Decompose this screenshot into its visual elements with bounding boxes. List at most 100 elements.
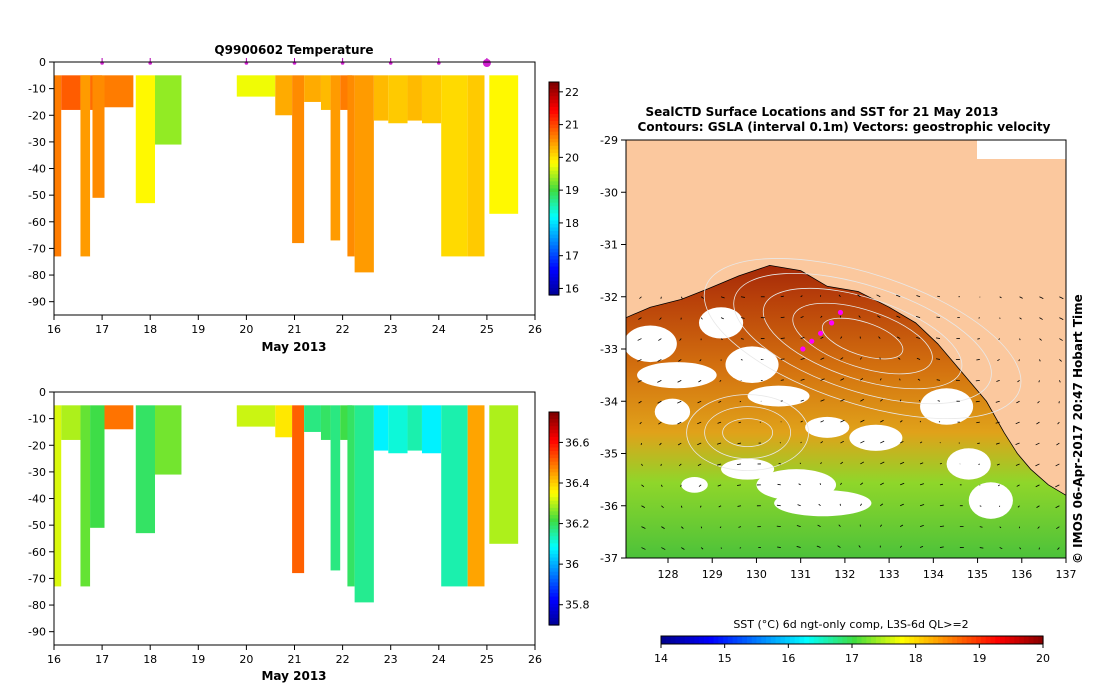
colorbar-tick-label: 16	[781, 652, 795, 665]
x-tick-label: 17	[95, 323, 109, 336]
colorbar-segment	[933, 636, 939, 644]
colorbar-segment	[703, 636, 710, 644]
velocity-vector	[1017, 505, 1020, 508]
velocity-vector	[997, 359, 1000, 361]
velocity-vector	[800, 357, 805, 360]
colorbar-segment	[549, 575, 559, 580]
y-tick-label: -50	[28, 519, 46, 532]
velocity-vector	[979, 505, 982, 507]
map-lon-ticks: 128 129 130 131 132 133 134 135 136 137	[658, 558, 1077, 581]
colorbar-segment	[549, 280, 559, 285]
colorbar-segment	[861, 636, 867, 644]
colorbar-segment	[549, 486, 559, 491]
velocity-vector	[840, 482, 842, 486]
colorbar-segment	[549, 89, 559, 94]
colorbar-segment	[723, 636, 729, 644]
colorbar-segment	[549, 248, 559, 253]
colorbar-segment	[549, 220, 559, 225]
velocity-vector	[778, 463, 781, 465]
velocity-vector	[717, 484, 722, 487]
profile-bar	[104, 75, 134, 108]
colorbar-tick-label: 22	[565, 86, 579, 99]
seal-location	[837, 309, 844, 316]
cloud-gap	[637, 362, 717, 389]
colorbar-frame	[548, 81, 560, 296]
colorbar-segment	[549, 582, 559, 587]
profile-bar	[275, 75, 293, 116]
velocity-vector	[658, 338, 662, 341]
velocity-vector	[936, 379, 941, 381]
colorbar-segment	[549, 128, 559, 133]
velocity-vector	[818, 503, 821, 507]
cloud-gap	[774, 490, 872, 517]
colorbar-segment	[549, 231, 559, 236]
velocity-vector	[1059, 380, 1061, 383]
colorbar-segment	[549, 209, 559, 214]
colorbar-segment	[549, 493, 559, 498]
colorbar-segment	[549, 475, 559, 481]
velocity-vector	[780, 316, 785, 319]
colorbar-segment	[871, 636, 877, 644]
velocity-vector	[997, 484, 1000, 487]
velocity-vector	[880, 419, 884, 423]
lat-tick-label: -31	[600, 239, 618, 252]
colorbar-tick-label: 21	[565, 119, 579, 132]
colorbar-segment	[549, 99, 559, 104]
velocity-vector	[738, 421, 742, 424]
colorbar-segment	[549, 465, 559, 470]
colorbar-segment	[746, 636, 753, 644]
colorbar-segment	[549, 149, 559, 154]
colorbar-tick-label: 15	[718, 652, 732, 665]
velocity-vector	[698, 380, 702, 383]
colorbar-segment	[549, 170, 559, 175]
velocity-vector	[919, 483, 924, 486]
colorbar-segment	[549, 124, 559, 129]
lon-tick-label: 135	[967, 568, 988, 581]
colorbar-segment	[549, 163, 559, 168]
colorbar-segment	[549, 578, 559, 583]
colorbar-segment	[1000, 636, 1006, 644]
colorbar-segment	[837, 636, 844, 644]
velocity-vector	[681, 526, 684, 529]
velocity-vector	[740, 317, 745, 319]
velocity-vector	[876, 294, 881, 298]
colorbar-segment	[549, 103, 559, 108]
velocity-vector	[796, 525, 801, 528]
velocity-vector	[938, 421, 941, 423]
x-tick-label: 19	[191, 653, 205, 666]
velocity-vector	[679, 338, 682, 341]
velocity-vector	[780, 358, 785, 360]
velocity-vector	[900, 461, 905, 465]
colorbar-segment	[971, 636, 977, 644]
velocity-vector	[976, 359, 980, 361]
colorbar-segment	[549, 511, 559, 516]
velocity-vector	[1019, 338, 1021, 341]
velocity-vector	[976, 421, 980, 424]
colorbar-segment	[549, 195, 559, 200]
velocity-vector	[1016, 400, 1020, 404]
velocity-vector	[1039, 359, 1041, 362]
colorbar-segment	[961, 636, 968, 644]
velocity-vector	[880, 399, 883, 402]
lat-tick-label: -33	[600, 343, 618, 356]
velocity-vector	[796, 546, 801, 548]
lon-tick-label: 132	[834, 568, 855, 581]
velocity-vector	[936, 358, 941, 360]
velocity-vector	[978, 317, 980, 319]
velocity-vector	[1035, 463, 1040, 467]
colorbar-segment	[742, 636, 748, 644]
seal-location	[829, 320, 835, 326]
velocity-vector	[1037, 526, 1040, 529]
velocity-vector	[840, 357, 844, 360]
gsla-contour	[821, 317, 904, 360]
velocity-vector	[1015, 463, 1020, 466]
profile-bar	[421, 75, 442, 124]
colorbar-segment	[990, 636, 996, 644]
velocity-vector	[639, 296, 642, 299]
colorbar-segment	[549, 440, 559, 445]
velocity-vector	[837, 545, 841, 548]
colorbar-segment	[549, 284, 559, 289]
velocity-vector	[659, 442, 662, 446]
x-tick-label: 26	[528, 653, 542, 666]
velocity-vector	[896, 336, 901, 339]
